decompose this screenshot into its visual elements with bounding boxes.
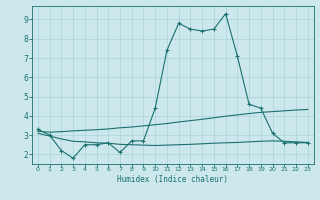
X-axis label: Humidex (Indice chaleur): Humidex (Indice chaleur) (117, 175, 228, 184)
